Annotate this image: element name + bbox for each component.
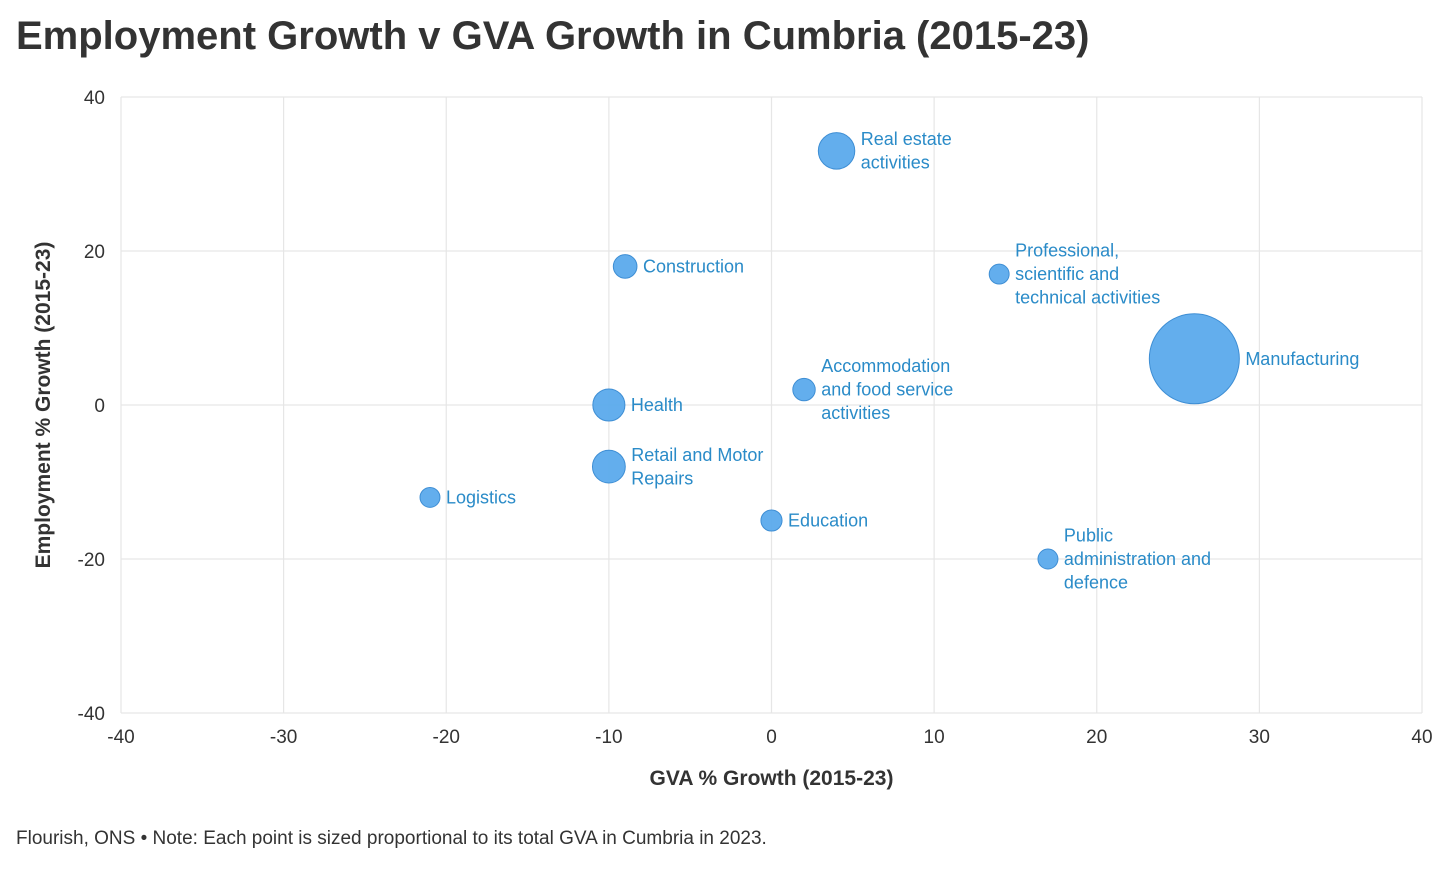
bubble-point <box>591 449 626 484</box>
point-label-line: activities <box>861 153 930 173</box>
point-label-line: Real estate <box>861 129 952 149</box>
y-axis-title: Employment % Growth (2015-23) <box>32 242 55 569</box>
point-label-line: administration and <box>1064 549 1211 569</box>
point-label: Retail and Motor Repairs <box>631 445 763 489</box>
x-tick-label: -20 <box>433 727 460 748</box>
x-tick-label: 0 <box>766 727 777 748</box>
point-label-line: Repairs <box>631 468 693 488</box>
point-label-line: Manufacturing <box>1245 349 1359 369</box>
point-label: Logistics <box>446 487 516 507</box>
point-label-line: Health <box>631 395 683 415</box>
point-label-line: defence <box>1064 573 1128 593</box>
x-tick-label: -30 <box>270 727 297 748</box>
point-label: Professional, scientific and technical act… <box>1015 241 1160 308</box>
chart-title: Employment Growth v GVA Growth in Cumbri… <box>16 14 1090 58</box>
bubble-point <box>1148 313 1240 405</box>
bubble-point <box>760 509 783 532</box>
y-tick-label: 0 <box>94 396 105 417</box>
point-label-line: technical activities <box>1015 288 1160 308</box>
point-label: Education <box>788 511 868 531</box>
x-tick-label: 40 <box>1411 727 1432 748</box>
bubble-point <box>612 254 638 279</box>
bubble-point <box>592 388 626 422</box>
point-label: Manufacturing <box>1245 349 1359 369</box>
y-tick-label: 20 <box>84 242 105 263</box>
y-axis-ticks: -40 -20 0 20 40 <box>78 88 105 725</box>
point-label-line: Public <box>1064 526 1113 546</box>
point-label-line: Construction <box>643 256 744 276</box>
x-tick-label: 20 <box>1086 727 1107 748</box>
point-label: Public administration and defence <box>1064 526 1211 593</box>
bubble-point <box>988 263 1010 285</box>
point-label-line: Accommodation <box>821 356 950 376</box>
x-axis-title: GVA % Growth (2015-23) <box>650 767 894 790</box>
data-labels: Real estate activities Construction Profess… <box>446 129 1359 592</box>
point-label-line: scientific and <box>1015 264 1119 284</box>
y-tick-label: -20 <box>78 550 105 571</box>
y-tick-label: 40 <box>84 88 105 109</box>
point-label: Accommodation and food service activities <box>821 356 953 423</box>
point-label-line: Logistics <box>446 487 516 507</box>
point-label-line: and food service <box>821 380 953 400</box>
point-label-line: Professional, <box>1015 241 1119 261</box>
point-label-line: Retail and Motor <box>631 445 763 465</box>
point-label-line: Education <box>788 511 868 531</box>
x-axis-ticks: -40 -30 -20 -10 0 10 20 30 40 <box>107 727 1432 748</box>
bubble-point <box>817 132 856 170</box>
x-tick-label: -40 <box>107 727 134 748</box>
bubble-point <box>792 377 816 402</box>
bubble-point <box>419 486 441 508</box>
x-tick-label: 30 <box>1249 727 1270 748</box>
point-label: Health <box>631 395 683 415</box>
point-label-line: activities <box>821 403 890 423</box>
grid-lines <box>120 96 1423 714</box>
footer-note: Flourish, ONS • Note: Each point is size… <box>16 828 767 849</box>
x-tick-label: -10 <box>595 727 622 748</box>
data-points <box>419 132 1240 570</box>
x-tick-label: 10 <box>924 727 945 748</box>
point-label: Real estate activities <box>861 129 952 173</box>
point-label: Construction <box>643 256 744 276</box>
y-tick-label: -40 <box>78 704 105 725</box>
bubble-point <box>1037 548 1059 570</box>
